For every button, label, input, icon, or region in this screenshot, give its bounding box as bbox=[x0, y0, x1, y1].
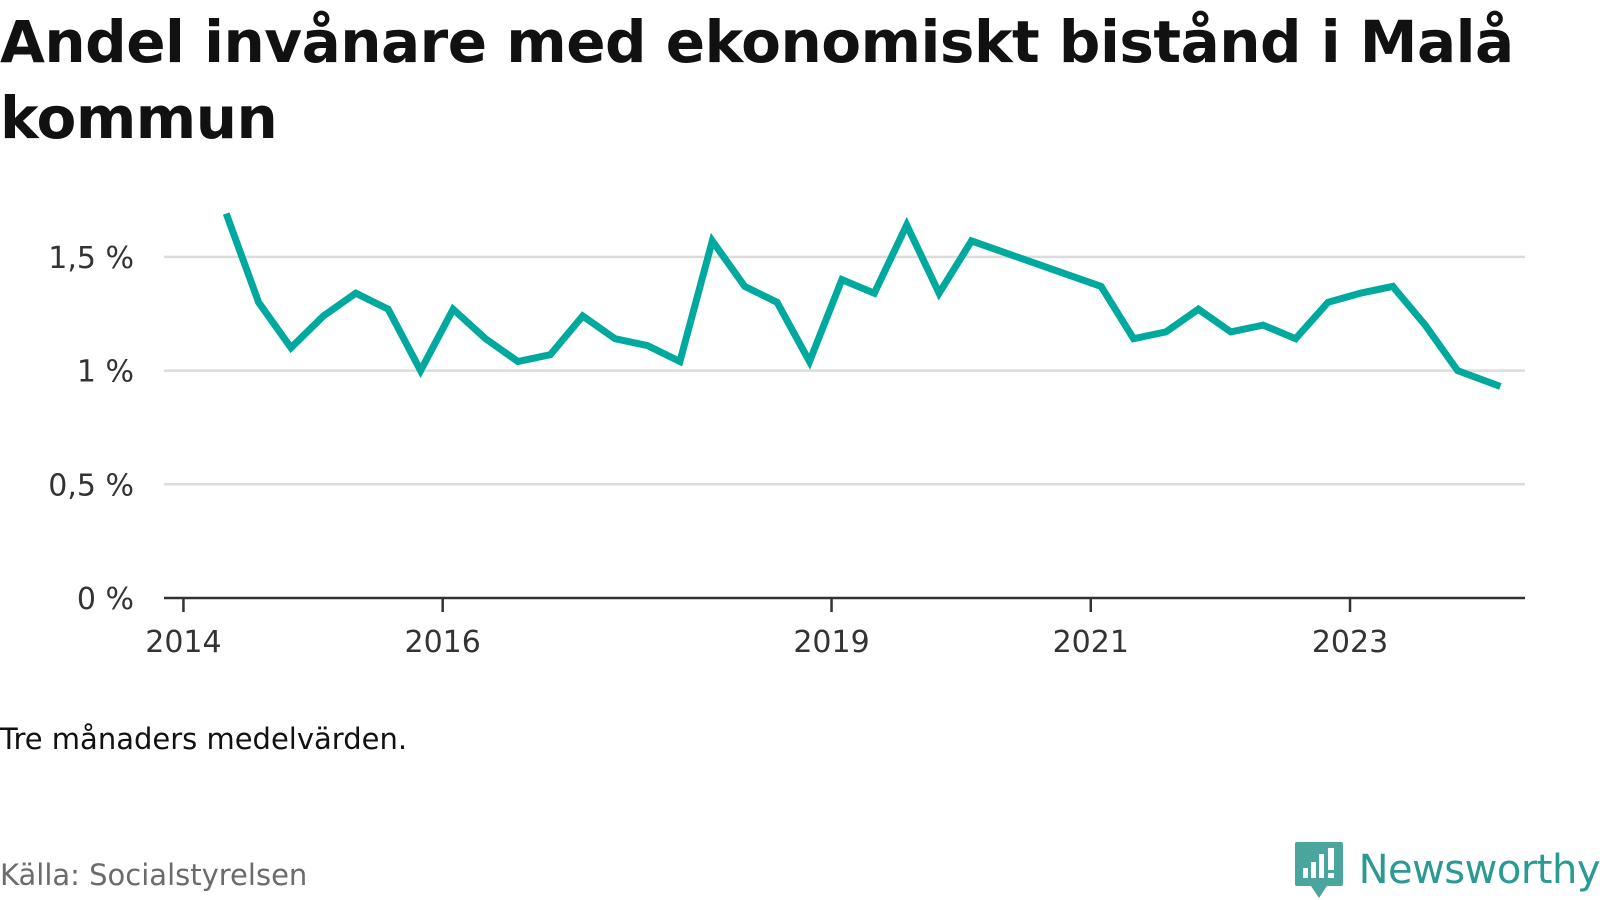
brand-name: Newsworthy bbox=[1358, 847, 1600, 893]
series-line bbox=[222, 212, 1502, 390]
x-axis: 2014 2016 2019 2021 2023 bbox=[145, 596, 1525, 660]
y-tick-label: 0 % bbox=[77, 582, 134, 617]
chart-title: Andel invånare med ekonomiskt bistånd i … bbox=[0, 8, 1514, 152]
x-tick-label: 2021 bbox=[1053, 625, 1129, 660]
newsworthy-brand[interactable]: Newsworthy bbox=[1293, 840, 1600, 900]
y-tick-label: 1,5 % bbox=[48, 241, 134, 276]
grid-lines bbox=[164, 255, 1525, 486]
x-tick-label: 2023 bbox=[1312, 625, 1388, 660]
y-axis-ticks: 0 % 0,5 % 1 % 1,5 % bbox=[48, 241, 134, 617]
chart-note: Tre månaders medelvärden. bbox=[0, 722, 408, 756]
y-tick-label: 1 % bbox=[77, 355, 134, 390]
x-tick-label: 2016 bbox=[405, 625, 481, 660]
y-tick-label: 0,5 % bbox=[48, 468, 134, 503]
line-chart: 0 % 0,5 % 1 % 1,5 % 2014 2016 2019 2021 2023 bbox=[48, 212, 1525, 660]
series-layer bbox=[222, 212, 1502, 390]
x-tick-label: 2019 bbox=[793, 625, 869, 660]
bar-chart-speech-bubble-icon bbox=[1294, 842, 1343, 898]
source-credit: Källa: Socialstyrelsen bbox=[0, 858, 308, 892]
x-tick-label: 2014 bbox=[145, 625, 221, 660]
